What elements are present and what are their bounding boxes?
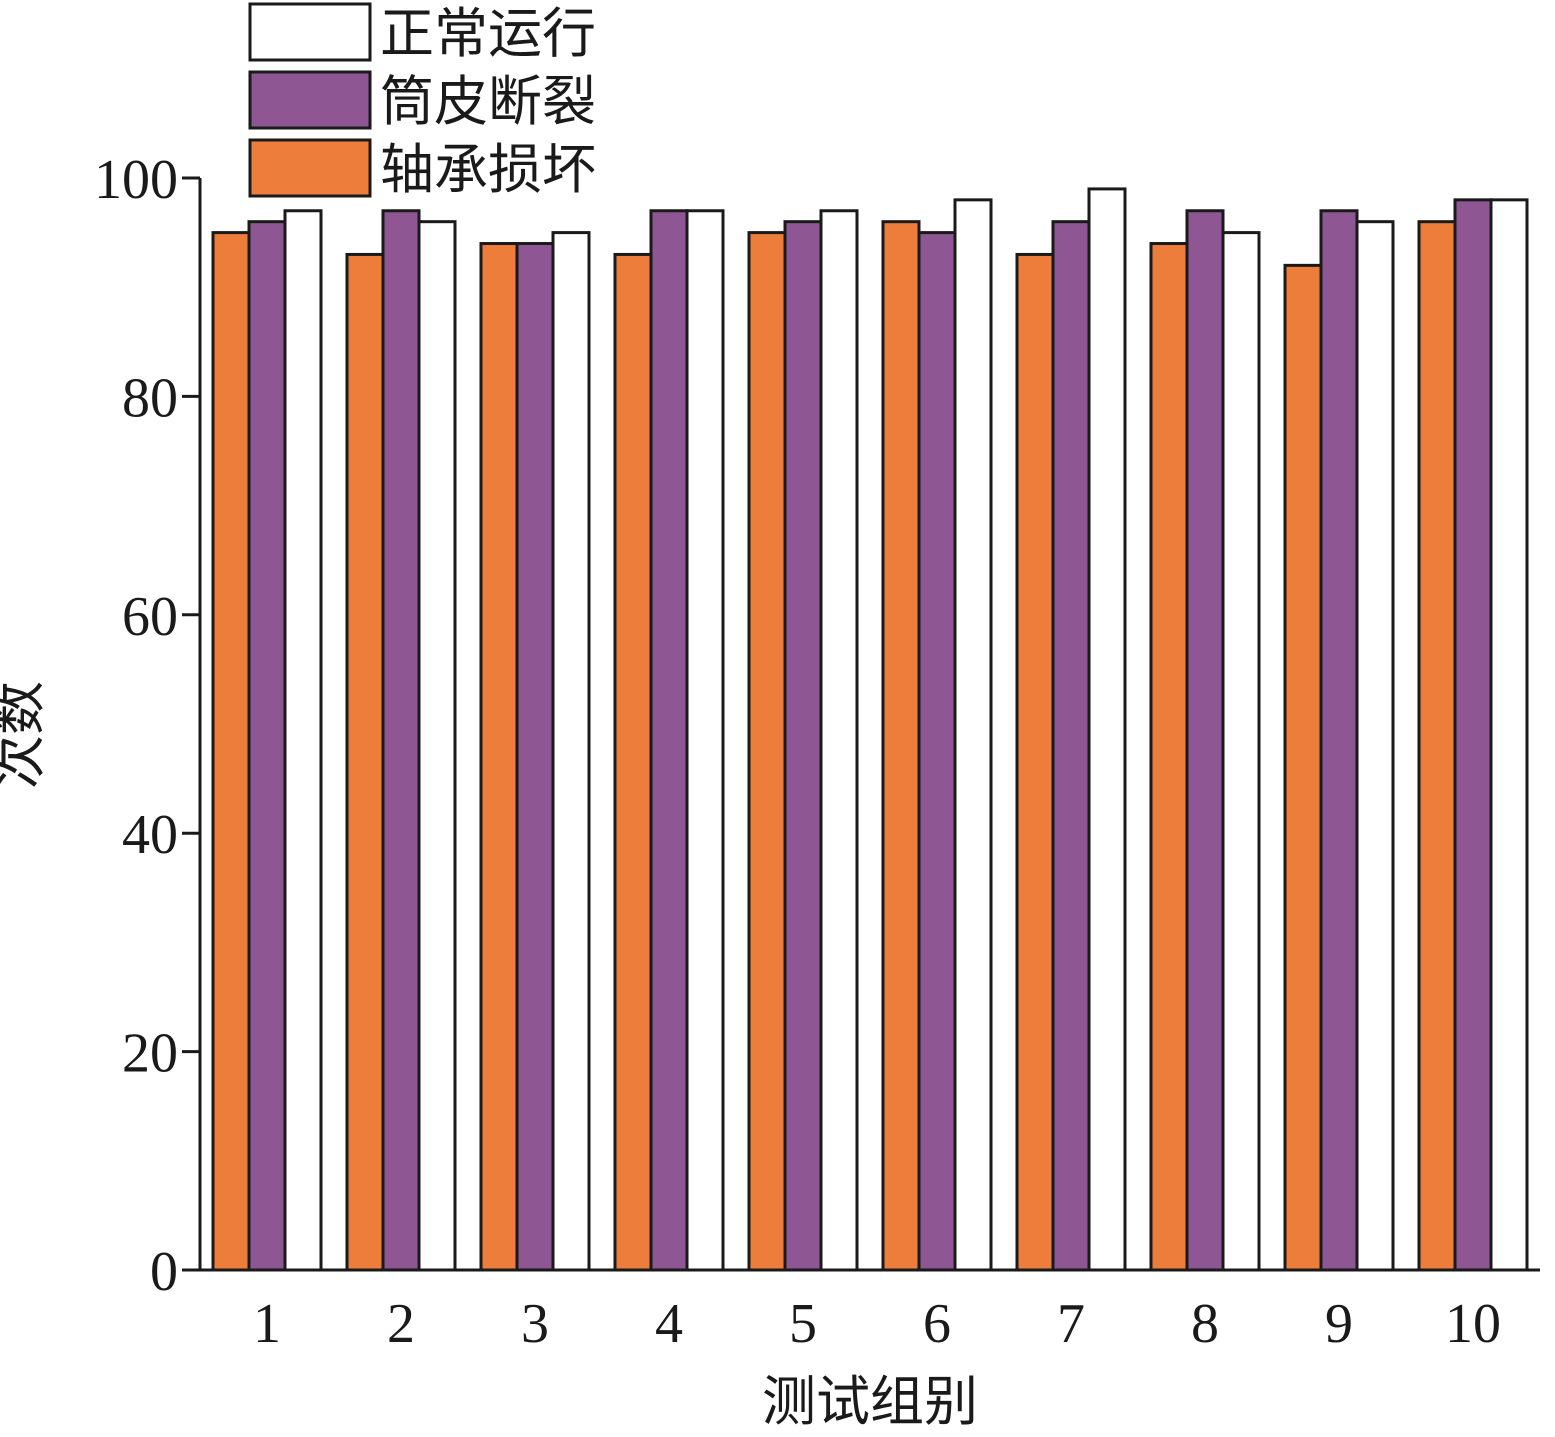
y-tick-label-100: 100: [94, 149, 178, 211]
x-tick-label-8: 8: [1191, 1293, 1219, 1355]
y-tick-label-80: 80: [122, 367, 178, 429]
bar-5-筒皮断裂: [783, 220, 823, 1272]
x-tick-label-10: 10: [1445, 1293, 1501, 1355]
x-axis-label: 测试组别: [762, 1370, 978, 1433]
bar-3-轴承损坏: [479, 242, 519, 1272]
bar-2-筒皮断裂: [381, 209, 421, 1272]
bar-3-筒皮断裂: [515, 242, 555, 1272]
bar-1-轴承损坏: [211, 231, 251, 1272]
bar-10-筒皮断裂: [1453, 198, 1493, 1272]
x-tick-label-5: 5: [789, 1293, 817, 1355]
bar-1-正常运行: [283, 209, 323, 1272]
bar-6-正常运行: [953, 198, 993, 1272]
bar-2-轴承损坏: [345, 252, 385, 1272]
legend-swatch-筒皮断裂: [248, 70, 372, 130]
bar-8-正常运行: [1221, 231, 1261, 1272]
bar-5-轴承损坏: [747, 231, 787, 1272]
legend-swatch-正常运行: [248, 2, 372, 62]
y-tick-label-20: 20: [122, 1023, 178, 1085]
bar-7-正常运行: [1087, 187, 1127, 1272]
y-axis-label: 次数: [0, 681, 51, 789]
bar-10-正常运行: [1489, 198, 1529, 1272]
bar-6-筒皮断裂: [917, 231, 957, 1272]
bars-layer: [211, 187, 1529, 1272]
bar-8-轴承损坏: [1149, 242, 1189, 1272]
bar-9-正常运行: [1355, 220, 1395, 1272]
bar-6-轴承损坏: [881, 220, 921, 1272]
bar-3-正常运行: [551, 231, 591, 1272]
x-tick-label-2: 2: [387, 1293, 415, 1355]
bar-9-筒皮断裂: [1319, 209, 1359, 1272]
bar-2-正常运行: [417, 220, 457, 1272]
legend-label-正常运行: 正常运行: [380, 2, 596, 65]
x-tick-label-6: 6: [923, 1293, 951, 1355]
x-tick-label-9: 9: [1325, 1293, 1353, 1355]
bar-8-筒皮断裂: [1185, 209, 1225, 1272]
x-tick-label-7: 7: [1057, 1293, 1085, 1355]
bar-1-筒皮断裂: [247, 220, 287, 1272]
x-tick-label-1: 1: [253, 1293, 281, 1355]
bar-4-筒皮断裂: [649, 209, 689, 1272]
bar-4-正常运行: [685, 209, 725, 1272]
bar-9-轴承损坏: [1283, 263, 1323, 1272]
x-tick-label-4: 4: [655, 1293, 683, 1355]
bar-4-轴承损坏: [613, 252, 653, 1272]
y-tick-label-0: 0: [150, 1241, 178, 1303]
y-tick-label-60: 60: [122, 586, 178, 648]
legend-label-轴承损坏: 轴承损坏: [380, 138, 596, 201]
bar-7-轴承损坏: [1015, 252, 1055, 1272]
bar-5-正常运行: [819, 209, 859, 1272]
y-tick-label-40: 40: [122, 804, 178, 866]
legend-label-筒皮断裂: 筒皮断裂: [380, 70, 596, 133]
legend-swatch-轴承损坏: [248, 138, 372, 198]
bar-7-筒皮断裂: [1051, 220, 1091, 1272]
x-tick-label-3: 3: [521, 1293, 549, 1355]
bar-10-轴承损坏: [1417, 220, 1457, 1272]
